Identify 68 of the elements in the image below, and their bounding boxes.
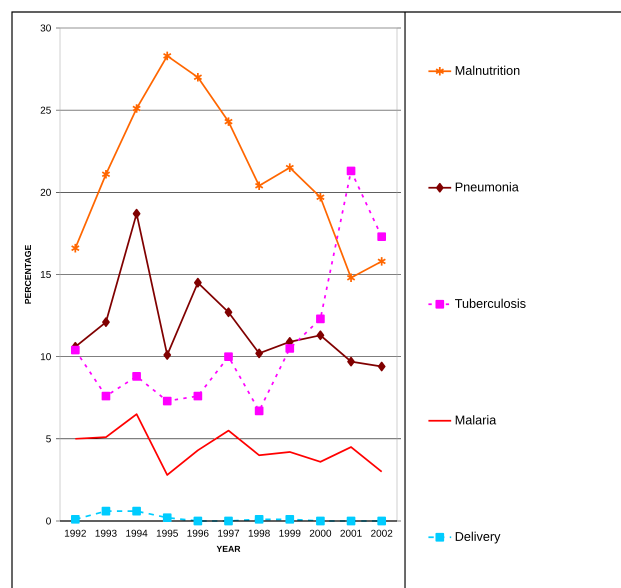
point — [316, 516, 325, 526]
point — [162, 513, 172, 522]
point — [254, 515, 264, 524]
point — [224, 352, 233, 361]
y-tick-label: 15 — [40, 271, 51, 278]
point — [101, 169, 111, 180]
point — [254, 180, 264, 191]
point — [70, 515, 80, 524]
y-tick-label: 0 — [46, 517, 51, 525]
point — [70, 346, 80, 354]
y-tick-label: 20 — [40, 188, 51, 196]
point — [346, 272, 356, 283]
point — [377, 516, 386, 526]
point — [254, 406, 264, 416]
point — [316, 314, 325, 324]
y-axis-title: PERCENTAGE — [24, 245, 32, 304]
y-tick-label: 5 — [46, 435, 51, 442]
point — [346, 166, 356, 176]
point — [193, 72, 202, 82]
point — [377, 256, 386, 266]
point — [255, 348, 264, 358]
y-tick-label: 30 — [40, 24, 51, 32]
x-axis-title: YEAR — [216, 546, 240, 552]
point — [346, 516, 356, 526]
point — [102, 506, 110, 516]
point — [163, 350, 172, 360]
x-tick-label: 1998 — [248, 530, 270, 537]
y-tick-label: 25 — [40, 106, 51, 114]
point — [132, 506, 141, 516]
x-tick-label: 1999 — [279, 530, 300, 537]
point — [224, 116, 234, 127]
legend-label: Delivery — [456, 532, 500, 544]
x-tick-label: 2001 — [340, 530, 362, 537]
x-tick-label: 1997 — [218, 530, 240, 537]
legend-label: Malaria — [456, 415, 496, 424]
point — [162, 396, 172, 406]
legend-label: Malnutrition — [456, 66, 520, 75]
point — [285, 515, 294, 524]
point — [285, 162, 294, 173]
point — [70, 243, 80, 254]
x-tick-label: 1996 — [187, 530, 209, 537]
point — [316, 192, 325, 202]
x-tick-label: 1994 — [126, 530, 148, 537]
x-tick-label: 1995 — [156, 530, 178, 537]
legend-label: Tuberculosis — [455, 298, 526, 308]
legend-label: Pneumonia — [456, 182, 519, 192]
point — [132, 103, 142, 114]
x-tick-label: 1993 — [96, 530, 117, 537]
y-tick-label: 10 — [40, 353, 51, 360]
point — [285, 344, 294, 353]
x-tick-label: 1992 — [64, 530, 86, 537]
x-tick-label: 2000 — [310, 530, 332, 537]
point — [102, 392, 110, 400]
point — [194, 278, 202, 288]
point — [194, 392, 202, 400]
line-series — [74, 413, 383, 476]
point — [378, 362, 386, 372]
point — [194, 516, 202, 526]
point — [162, 50, 172, 62]
point — [224, 516, 233, 526]
point — [316, 330, 324, 340]
point — [132, 372, 141, 381]
point — [377, 232, 386, 242]
x-tick-label: 2002 — [371, 530, 392, 537]
point — [102, 317, 110, 328]
point — [132, 208, 140, 219]
point — [347, 356, 355, 366]
point — [224, 307, 232, 318]
